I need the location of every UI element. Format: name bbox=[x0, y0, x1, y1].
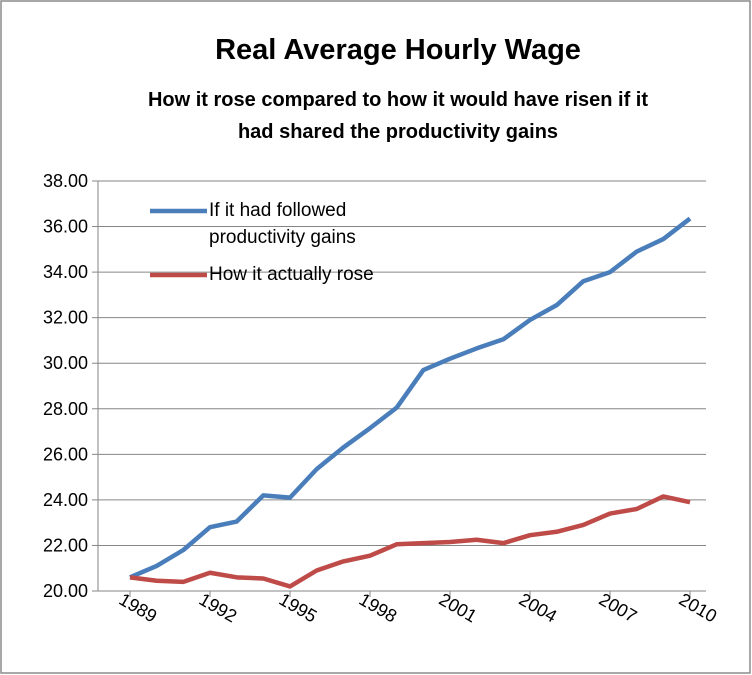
y-tick-label: 26.00 bbox=[43, 444, 88, 464]
y-tick-label: 20.00 bbox=[43, 581, 88, 601]
y-tick-label: 38.00 bbox=[43, 171, 88, 191]
series-line bbox=[129, 494, 691, 589]
series-line bbox=[129, 216, 692, 580]
y-tick-label: 24.00 bbox=[43, 490, 88, 510]
chart-subtitle: How it rose compared to how it would hav… bbox=[147, 89, 649, 143]
y-tick-label: 28.00 bbox=[43, 399, 88, 419]
chart-title: Real Average Hourly Wage bbox=[215, 34, 581, 66]
legend-label: How it actually rose bbox=[209, 264, 374, 285]
legend-label: If it had followed productivity gains bbox=[209, 200, 356, 248]
y-tick-label: 32.00 bbox=[43, 308, 88, 328]
y-tick-label: 22.00 bbox=[43, 535, 88, 555]
y-tick-label: 36.00 bbox=[43, 217, 88, 237]
y-tick-label: 30.00 bbox=[43, 353, 88, 373]
y-tick-label: 34.00 bbox=[43, 262, 88, 282]
